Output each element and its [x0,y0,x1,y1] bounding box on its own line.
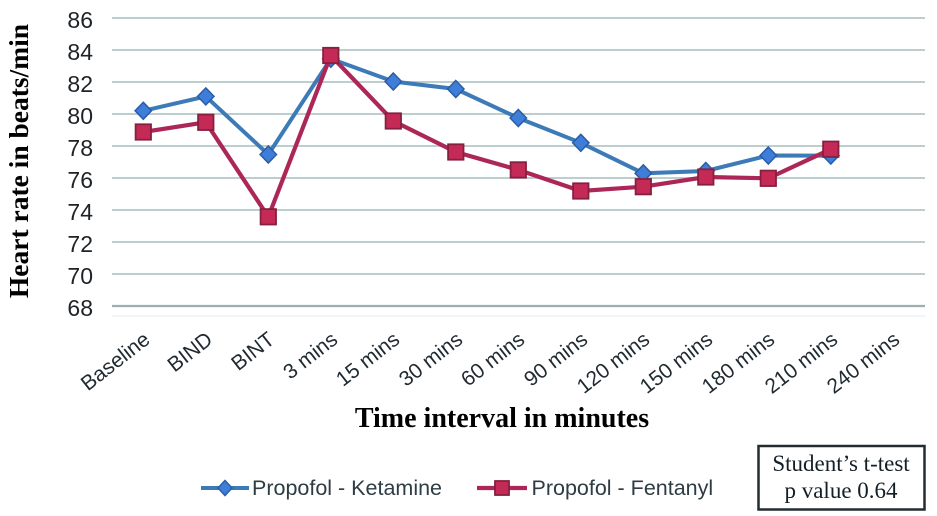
svg-text:84: 84 [67,39,93,65]
svg-text:Propofol - Ketamine: Propofol - Ketamine [252,476,442,500]
svg-text:Time interval in minutes: Time interval in minutes [355,403,649,434]
svg-text:74: 74 [67,199,93,225]
svg-text:82: 82 [67,71,93,97]
svg-text:76: 76 [67,167,93,193]
svg-text:80: 80 [67,103,93,129]
svg-text:86: 86 [67,7,93,33]
svg-text:Heart rate in beats/min: Heart rate in beats/min [3,24,34,298]
svg-text:Propofol - Fentanyl: Propofol - Fentanyl [532,476,714,500]
svg-text:78: 78 [67,135,93,161]
svg-text:p value 0.64: p value 0.64 [784,478,898,503]
svg-text:68: 68 [67,295,93,321]
svg-text:72: 72 [67,231,93,257]
svg-text:70: 70 [67,263,93,289]
svg-text:Student’s t-test: Student’s t-test [772,451,910,476]
